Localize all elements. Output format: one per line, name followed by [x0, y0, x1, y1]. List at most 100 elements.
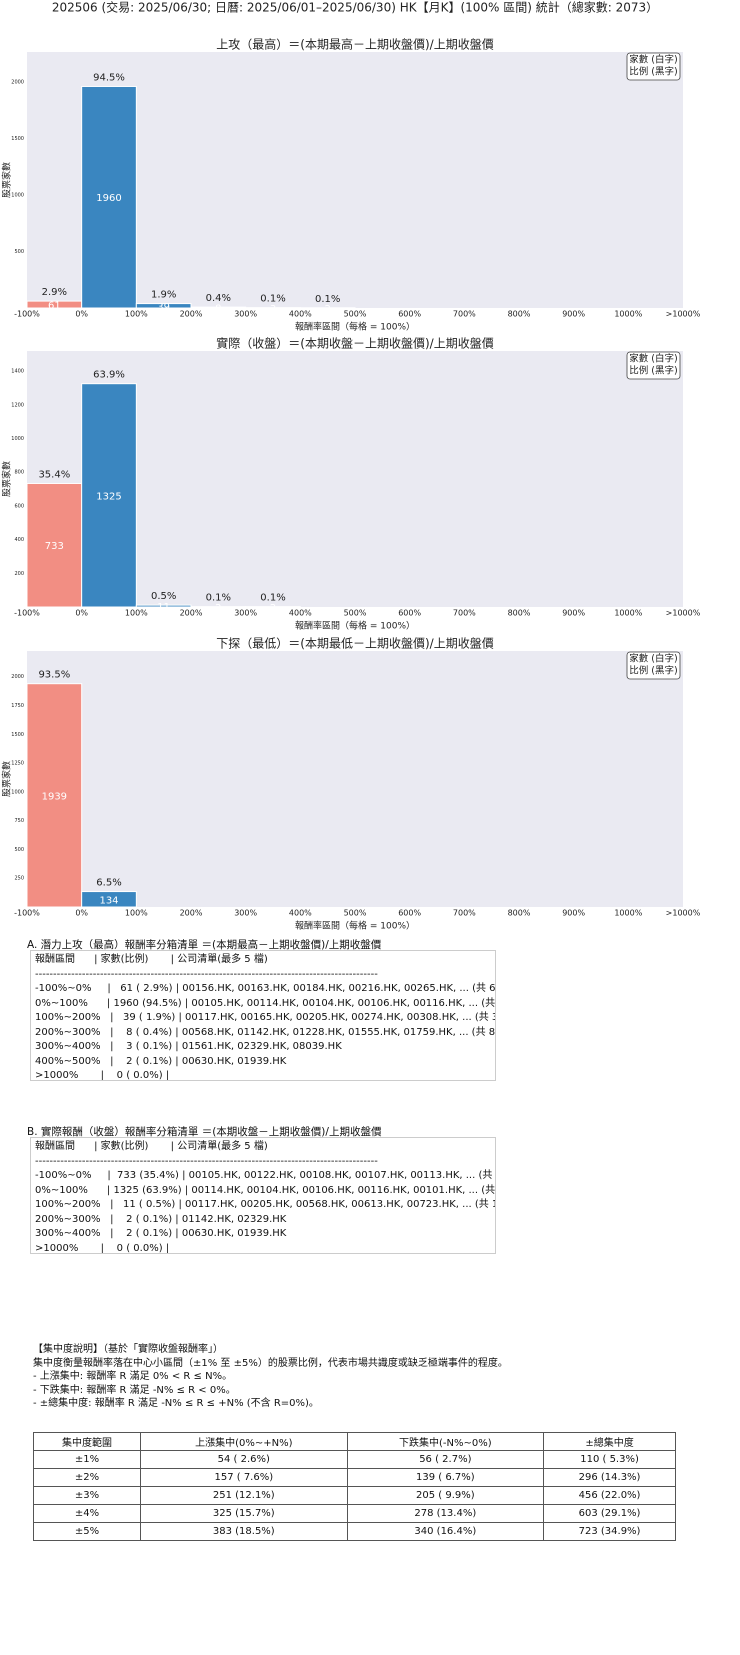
- y-tick-label: 600: [14, 503, 24, 509]
- table-cell: ±5%: [32, 1522, 142, 1541]
- x-tick-label: 200%: [180, 609, 203, 618]
- y-tick-label: 1500: [11, 732, 24, 738]
- x-tick-label: 0%: [75, 310, 88, 319]
- x-tick-label: 800%: [508, 310, 531, 319]
- table-cell: 157 ( 7.6%): [140, 1468, 348, 1487]
- bar: [26, 482, 83, 608]
- legend-note: 家數 (白字): [629, 653, 677, 665]
- legend-note: 家數 (白字): [629, 54, 677, 66]
- list-line: 300%~400% | 2 ( 0.1%) | 00630.HK, 01939.…: [35, 1228, 287, 1239]
- x-axis-label: 報酬率區間（每格 = 100%）: [295, 321, 415, 333]
- bar-count-label: 1325: [96, 491, 121, 502]
- table-cell: ±4%: [32, 1504, 142, 1523]
- x-tick-label: 400%: [289, 609, 312, 618]
- table-row: ±3% 251 (12.1%) 205 ( 9.9%) 456 (22.0%): [32, 1486, 676, 1505]
- x-tick-label: 900%: [562, 609, 585, 618]
- y-tick-label: 1500: [11, 136, 24, 142]
- x-tick-label: -100%: [14, 609, 40, 618]
- table-cell: ±1%: [32, 1450, 142, 1469]
- y-tick-label: 1750: [11, 703, 24, 709]
- table-cell: 56 ( 2.7%): [346, 1450, 545, 1469]
- bar: [26, 683, 83, 908]
- table-cell: 139 ( 6.7%): [346, 1468, 545, 1487]
- table-cell: 603 (29.1%): [543, 1504, 676, 1523]
- list-line: 100%~200% | 11 ( 0.5%) | 00117.HK, 00205…: [35, 1199, 496, 1210]
- y-tick-label: 500: [14, 847, 24, 853]
- x-tick-label: 600%: [398, 310, 421, 319]
- legend-note: 比例 (黑字): [629, 665, 677, 677]
- chart-title: 上攻（最高）＝(本期最高－上期收盤價)/上期收盤價: [216, 37, 493, 52]
- y-tick-label: 500: [14, 249, 24, 255]
- table-cell: 340 (16.4%): [346, 1522, 545, 1541]
- table-cell: 456 (22.0%): [543, 1486, 676, 1505]
- table-cell: 383 (18.5%): [140, 1522, 348, 1541]
- table-header-cell: 集中度範圍: [32, 1432, 142, 1451]
- page-title: 202506 (交易: 2025/06/30; 日曆: 2025/06/01–2…: [52, 0, 658, 15]
- x-tick-label: 500%: [344, 909, 367, 918]
- list-line: ----------------------------------------…: [35, 968, 378, 980]
- table-cell: ±3%: [32, 1486, 142, 1505]
- y-tick-label: 1000: [11, 436, 24, 442]
- bar-percent-label: 2.9%: [42, 287, 67, 298]
- explanation-line: - ±總集中度: 報酬率 R 滿足 -N% ≤ R ≤ +N% (不含 R=0%…: [33, 1398, 319, 1409]
- x-tick-label: 1000%: [614, 310, 642, 319]
- explanation-line: 集中度衡量報酬率落在中心小區間（±1% 至 ±5%）的股票比例，代表市場共識度或…: [33, 1357, 508, 1369]
- x-tick-label: 200%: [180, 909, 203, 918]
- table-header-cell: 下跌集中(-N%~0%): [346, 1432, 545, 1451]
- y-tick-label: 200: [14, 571, 24, 577]
- x-tick-label: 1000%: [614, 909, 642, 918]
- y-tick-label: 1000: [11, 192, 24, 198]
- x-tick-label: >1000%: [666, 609, 701, 618]
- bar-percent-label: 63.9%: [93, 370, 125, 381]
- bar-percent-label: 94.5%: [93, 72, 125, 83]
- chart-title: 實際（收盤）＝(本期收盤－上期收盤價)/上期收盤價: [216, 336, 493, 351]
- bar-percent-label: 0.1%: [206, 593, 231, 604]
- list-line: 0%~100% | 1325 (63.9%) | 00114.HK, 00104…: [35, 1184, 496, 1196]
- table-cell: 54 ( 2.6%): [140, 1450, 348, 1469]
- bar-percent-label: 0.5%: [151, 591, 176, 602]
- x-tick-label: 0%: [75, 609, 88, 618]
- x-tick-label: -100%: [14, 310, 40, 319]
- y-tick-label: 1250: [11, 761, 24, 767]
- x-tick-label: 100%: [125, 609, 148, 618]
- x-tick-label: 900%: [562, 310, 585, 319]
- y-tick-label: 1400: [11, 369, 24, 375]
- bar-count-label: 3: [270, 304, 276, 315]
- list-title: B. 實際報酬（收盤）報酬率分箱清單 ＝(本期收盤－上期收盤價)/上期收盤價: [27, 1126, 382, 1138]
- bar-count-label: 61: [48, 301, 61, 312]
- table-header-cell: ±總集中度: [543, 1432, 676, 1451]
- x-tick-label: 700%: [453, 310, 476, 319]
- y-tick-label: 400: [14, 537, 24, 543]
- y-tick-label: 1200: [11, 402, 24, 408]
- bar-percent-label: 1.9%: [151, 290, 176, 301]
- bar: [81, 85, 137, 309]
- charts: 202506 (交易: 2025/06/30; 日曆: 2025/06/01–2…: [1, 0, 701, 932]
- table-cell: ±2%: [32, 1468, 142, 1487]
- explanation: 【集中度說明】（基於「實際收盤報酬率」） 集中度衡量報酬率落在中心小區間（±1%…: [33, 1343, 508, 1411]
- legend-box: [626, 351, 681, 380]
- x-tick-label: >1000%: [666, 909, 701, 918]
- list-line: >1000% | 0 ( 0.0%) |: [35, 1242, 170, 1254]
- x-tick-label: 400%: [289, 310, 312, 319]
- bar-count-label: 2: [270, 603, 276, 614]
- x-tick-label: 100%: [125, 310, 148, 319]
- list-line: 400%~500% | 2 ( 0.1%) | 00630.HK, 01939.…: [35, 1055, 287, 1067]
- list-line: ----------------------------------------…: [35, 1155, 378, 1167]
- bar-percent-label: 35.4%: [38, 469, 70, 480]
- list-line: -100%~0% | 61 ( 2.9%) | 00156.HK, 00163.…: [35, 983, 496, 994]
- x-tick-label: 200%: [180, 310, 203, 319]
- table-cell: 110 ( 5.3%): [543, 1450, 676, 1469]
- list-line: 200%~300% | 2 ( 0.1%) | 01142.HK, 02329.…: [35, 1213, 287, 1225]
- x-tick-label: -100%: [14, 909, 40, 918]
- list-line: 200%~300% | 8 ( 0.4%) | 00568.HK, 01142.…: [35, 1026, 496, 1038]
- table-cell: 296 (14.3%): [543, 1468, 676, 1487]
- y-tick-label: 250: [14, 876, 24, 882]
- x-tick-label: 800%: [508, 609, 531, 618]
- bar-percent-label: 93.5%: [38, 670, 70, 681]
- legend-box: [626, 52, 681, 81]
- table-row: ±5% 383 (18.5%) 340 (16.4%) 723 (34.9%): [32, 1522, 676, 1541]
- bar-percent-label: 0.1%: [260, 294, 285, 305]
- bar-percent-label: 0.1%: [315, 294, 340, 305]
- chart-title: 下探（最低）＝(本期最低－上期收盤價)/上期收盤價: [216, 637, 493, 651]
- bar-percent-label: 0.4%: [206, 293, 231, 304]
